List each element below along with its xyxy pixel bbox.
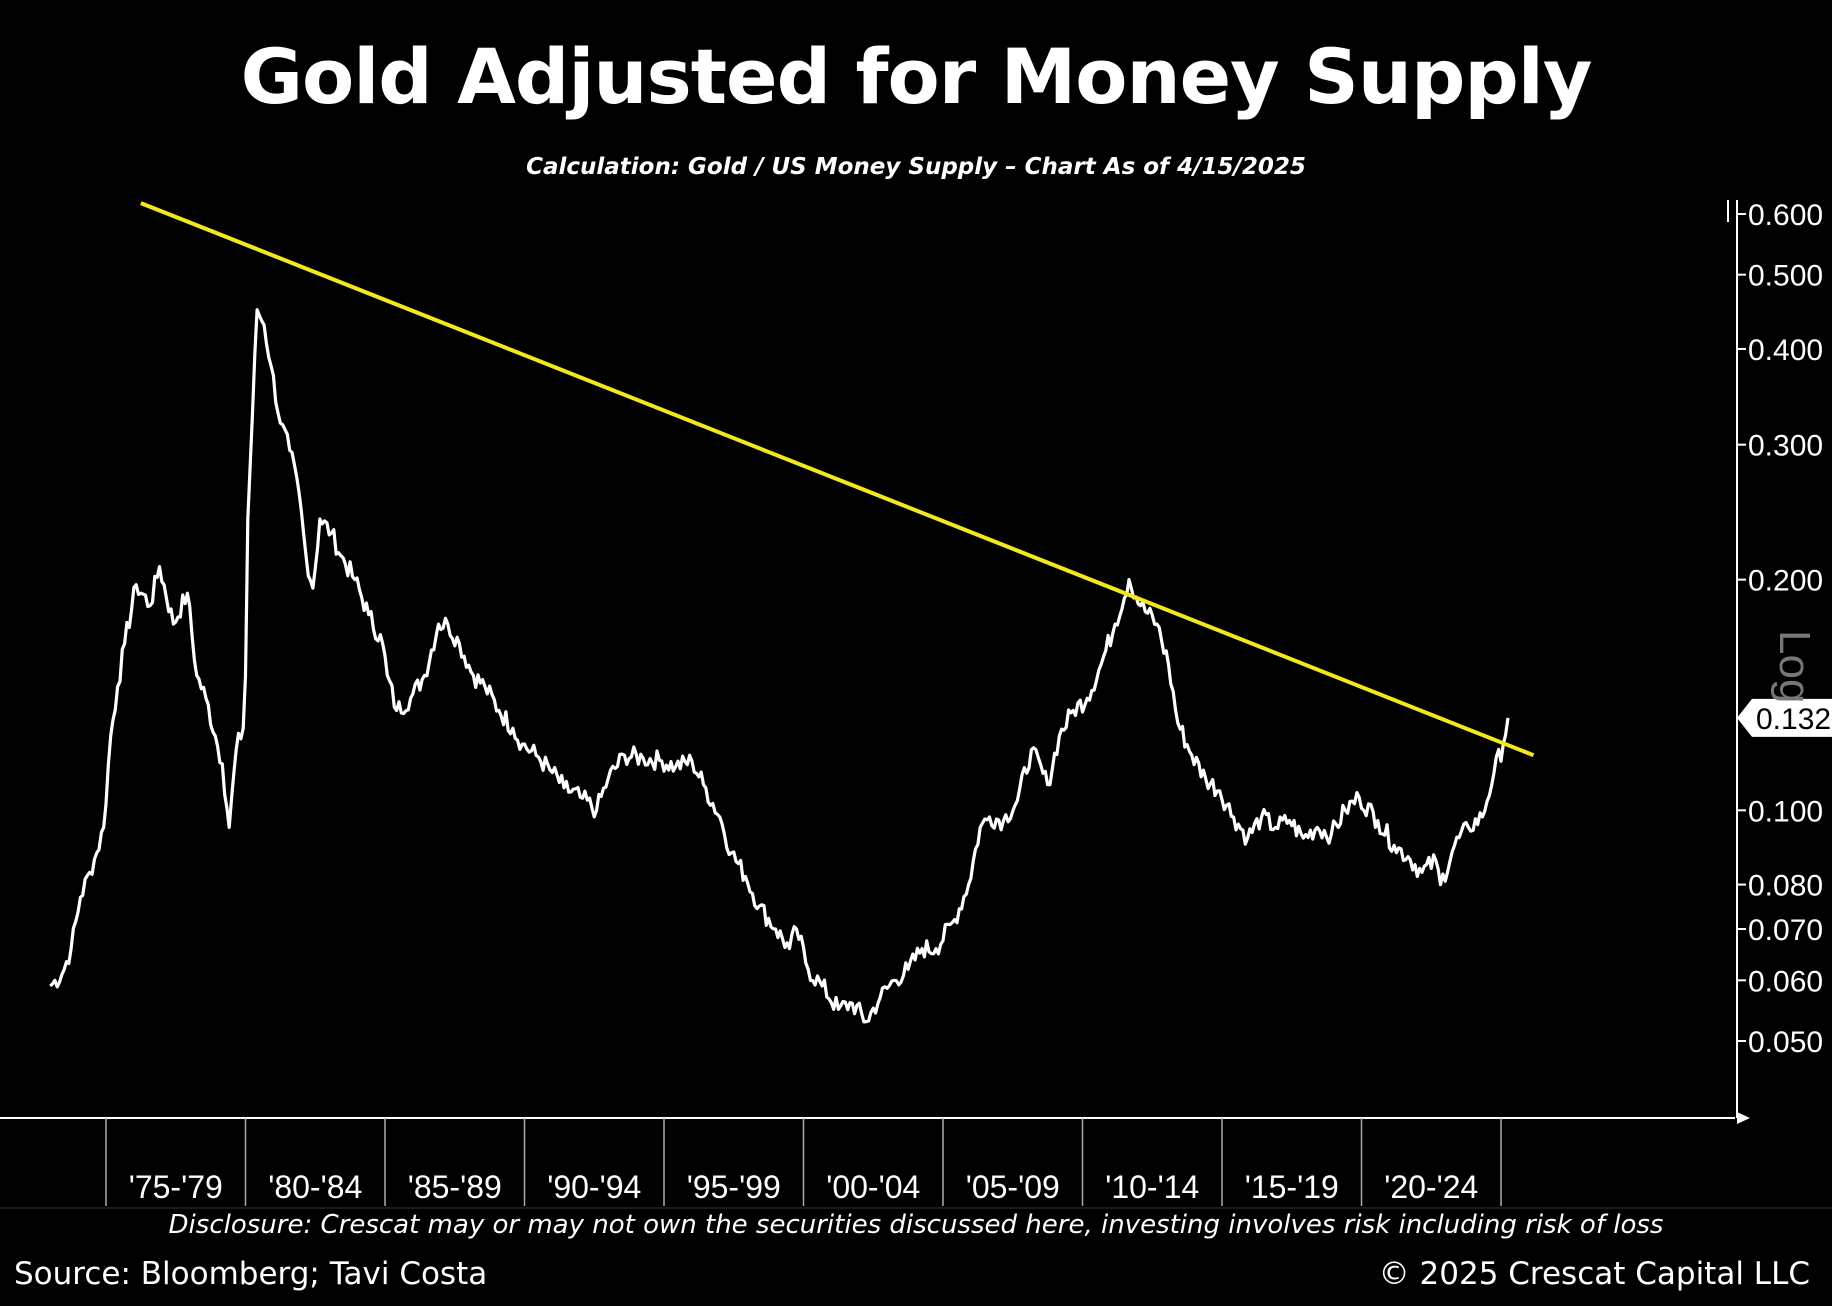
series-line: [49, 308, 1510, 1024]
x-tick-label: '80-'84: [268, 1169, 362, 1205]
x-axis: '75-'79 '80-'84 '85-'89 '90-'94 '95-'99 '00-'…: [0, 1117, 1832, 1209]
y-tick-label: 0.070: [1748, 914, 1823, 947]
last-value-label: 0.132: [1756, 703, 1831, 736]
trendline-layer: [140, 201, 1535, 758]
y-axis-arrow: [1737, 1112, 1750, 1124]
chart-subtitle: Calculation: Gold / US Money Supply – Ch…: [526, 154, 1306, 180]
last-value-badge: 0.132: [1737, 698, 1832, 737]
y-tick-label: 0.400: [1748, 334, 1823, 367]
y-tick-label: 0.060: [1748, 965, 1823, 998]
y-axis: 0.600 0.500 0.400 0.300 0.200 0.100 0.080 0.070…: [1727, 199, 1823, 1124]
x-tick-label: '85-'89: [408, 1169, 502, 1205]
y-tick-label: 0.300: [1748, 430, 1823, 463]
x-tick-label: '00-'04: [826, 1169, 920, 1205]
chart-title: Gold Adjusted for Money Supply: [240, 32, 1593, 121]
y-tick-label: 0.500: [1748, 260, 1823, 293]
x-tick-label: '90-'94: [547, 1169, 641, 1205]
y-tick-label: 0.600: [1748, 199, 1823, 232]
y-tick-label: 0.200: [1748, 565, 1823, 598]
x-tick-label: '10-'14: [1105, 1169, 1199, 1205]
log-scale-label: Log: [1770, 630, 1819, 703]
x-tick-label: '95-'99: [687, 1169, 781, 1205]
series-layer: [49, 308, 1510, 1024]
x-tick-label: '20-'24: [1384, 1169, 1478, 1205]
y-tick-label: 0.080: [1748, 870, 1823, 903]
x-tick-label: '75-'79: [129, 1169, 223, 1205]
last-value-box: [1737, 698, 1832, 737]
trendline: [140, 201, 1535, 758]
x-tick-label: '15-'19: [1245, 1169, 1339, 1205]
source-text: Source: Bloomberg; Tavi Costa: [14, 1256, 488, 1292]
x-tick-label: '05-'09: [966, 1169, 1060, 1205]
disclosure-text: Disclosure: Crescat may or may not own t…: [168, 1210, 1664, 1240]
copyright-text: © 2025 Crescat Capital LLC: [1378, 1256, 1810, 1292]
y-tick-label: 0.050: [1748, 1026, 1823, 1059]
y-tick-label: 0.100: [1748, 795, 1823, 828]
